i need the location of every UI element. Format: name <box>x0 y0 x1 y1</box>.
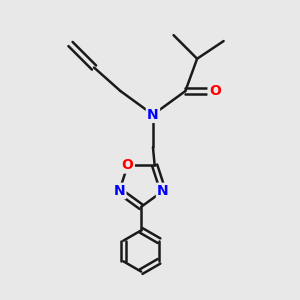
Text: O: O <box>122 158 134 172</box>
Text: O: O <box>209 84 221 98</box>
Text: N: N <box>147 108 159 122</box>
Text: N: N <box>157 184 169 198</box>
Text: N: N <box>113 184 125 198</box>
